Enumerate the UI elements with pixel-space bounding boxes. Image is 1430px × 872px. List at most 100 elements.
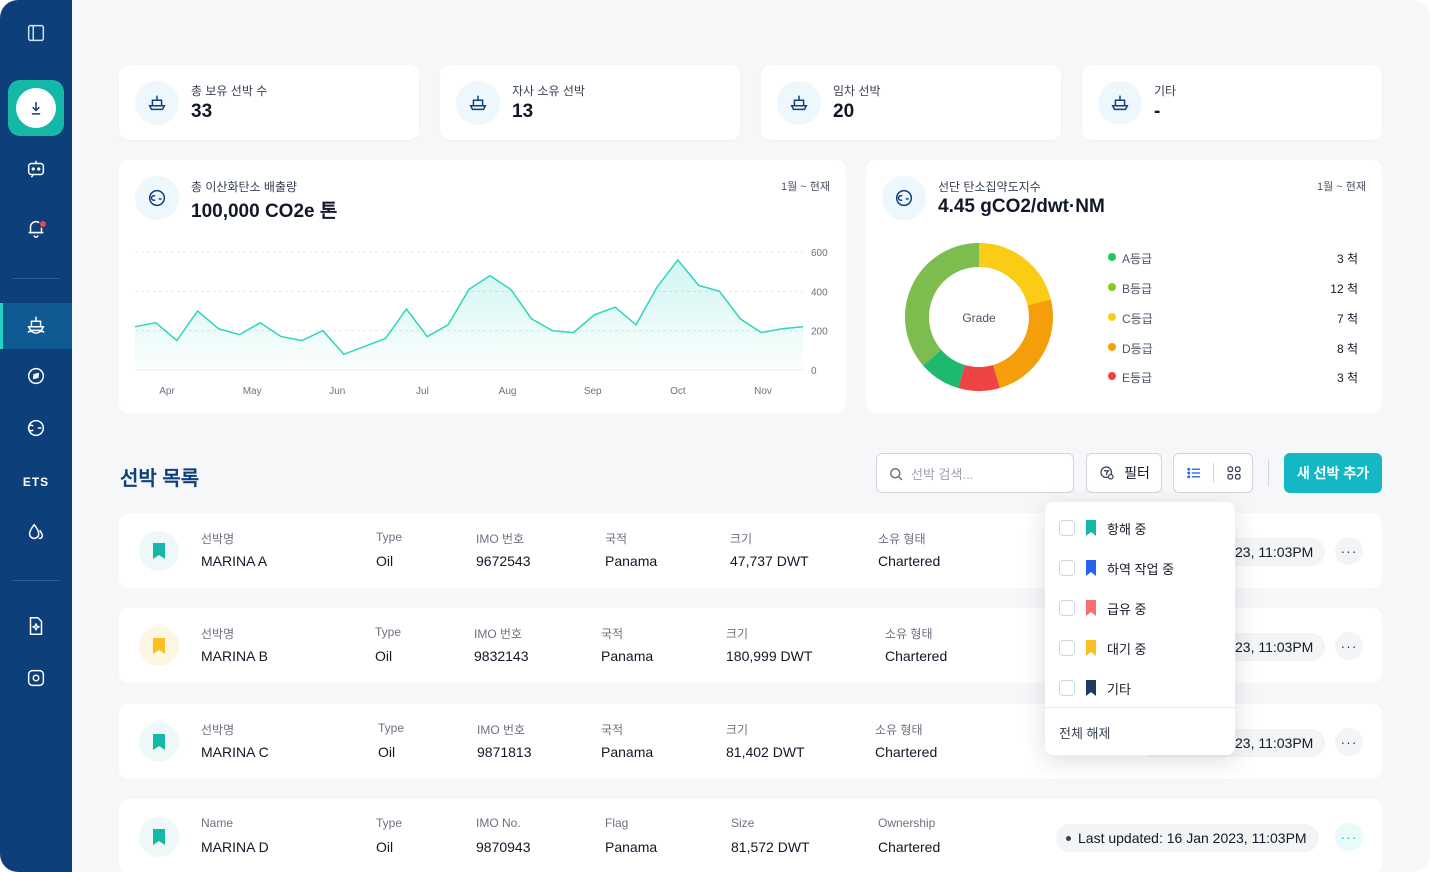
sidebar-item-settings[interactable] [0, 657, 72, 703]
emissions-panel: 총 이산화탄소 배출량 100,000 CO2e 톤 1월 ~ 현재 600 40… [119, 160, 846, 413]
col-label: 선박명 [201, 627, 235, 641]
col-label: IMO 번호 [476, 532, 525, 546]
filter-option-sailing[interactable]: 항해 중 [1045, 505, 1235, 545]
checkbox[interactable] [1059, 600, 1075, 616]
legend-item: A등급 3 척 [1108, 248, 1358, 268]
ship-type-col: Type Oil [375, 625, 401, 664]
sidebar-item-ets[interactable]: ETS [0, 459, 72, 505]
col-value: Panama [605, 553, 658, 569]
donut-slice [905, 243, 980, 366]
more-options-button[interactable]: ··· [1335, 728, 1363, 756]
col-label: 소유 형태 [878, 532, 926, 546]
stat-value: - [1154, 101, 1161, 122]
ship-imo-col: IMO 번호 9672543 [476, 530, 531, 569]
col-label: IMO No. [476, 816, 521, 830]
view-toggle [1173, 453, 1253, 493]
legend-name: C등급 [1122, 312, 1153, 326]
more-options-button[interactable]: ··· [1335, 823, 1363, 851]
sidebar-item-carbon[interactable] [0, 407, 72, 453]
compass-icon [25, 365, 47, 392]
brand-logo[interactable] [8, 80, 64, 136]
checkbox[interactable] [1059, 640, 1075, 656]
filter-option-waiting[interactable]: 대기 중 [1045, 625, 1235, 665]
legend-dot [1108, 253, 1116, 261]
add-ship-button[interactable]: 새 선박 추가 [1284, 453, 1382, 493]
bookmark-icon [1086, 640, 1096, 656]
sidebar-item-ships[interactable] [0, 303, 72, 349]
last-updated-badge: Last updated: 16 Jan 2023, 11:03PM [1056, 824, 1319, 852]
col-value: Panama [601, 648, 654, 664]
filter-option-label: 급유 중 [1107, 602, 1147, 617]
filter-button[interactable]: 필터 [1086, 453, 1162, 493]
col-label: Type [376, 816, 403, 830]
filter-option-other[interactable]: 기타 [1045, 665, 1235, 705]
grid-view-button[interactable] [1214, 454, 1254, 492]
stat-label: 기타 [1154, 84, 1177, 98]
stat-label: 임차 선박 [833, 84, 881, 98]
sidebar-item-fuel[interactable] [0, 511, 72, 557]
intensity-label: 선단 탄소집약도지수 [938, 180, 1041, 194]
sidebar-item-chat[interactable] [0, 148, 72, 194]
col-value: Oil [375, 648, 393, 664]
legend-item: D등급 8 척 [1108, 338, 1358, 358]
checkbox[interactable] [1059, 560, 1075, 576]
legend-dot [1108, 372, 1116, 380]
view-separator [1213, 463, 1214, 483]
ship-imo-col: IMO 번호 9832143 [474, 625, 529, 664]
y-tick-label: 600 [811, 248, 828, 259]
col-label: Flag [605, 816, 629, 830]
donut-slice [992, 299, 1053, 389]
col-label: Type [378, 721, 405, 735]
col-value: Oil [378, 744, 396, 760]
sidebar-toggle-icon[interactable] [0, 10, 72, 56]
ship-status-icon [139, 626, 179, 666]
list-icon [1187, 467, 1200, 479]
droplets-icon [25, 521, 47, 548]
ship-name-col: 선박명 MARINA A [201, 530, 267, 569]
file-sparkle-icon [25, 615, 47, 642]
sidebar: ETS [0, 0, 72, 872]
filter-option-bunkering[interactable]: 급유 중 [1045, 585, 1235, 625]
ship-imo-col: IMO No. 9870943 [476, 816, 531, 855]
checkbox[interactable] [1059, 520, 1075, 536]
sidebar-item-navigation[interactable] [0, 355, 72, 401]
x-tick-label: Sep [584, 386, 602, 397]
sidebar-item-notifications[interactable] [0, 207, 72, 253]
ship-icon [135, 81, 179, 125]
legend-count: 3 척 [1336, 371, 1358, 385]
more-options-button[interactable]: ··· [1335, 537, 1363, 565]
ship-search[interactable] [876, 453, 1074, 493]
date-range: 1월 ~ 현재 [780, 181, 830, 193]
filter-option-label: 대기 중 [1107, 642, 1147, 657]
checkbox[interactable] [1059, 680, 1075, 696]
col-label: Type [375, 625, 402, 639]
ship-size-col: 크기 81,402 DWT [726, 721, 805, 760]
bookmark-icon [1086, 600, 1096, 616]
col-value: MARINA C [201, 744, 269, 760]
sidebar-item-ai[interactable] [0, 605, 72, 651]
ship-type-col: Type Oil [376, 816, 402, 855]
search-input[interactable] [911, 464, 1061, 484]
filter-option-unloading[interactable]: 하역 작업 중 [1045, 545, 1235, 585]
stat-value: 20 [833, 101, 855, 122]
x-tick-label: May [243, 386, 262, 397]
ship-flag-col: 국적 Panama [601, 721, 653, 760]
toolbar-divider [1268, 460, 1269, 486]
anchor-icon [16, 88, 56, 128]
ship-row[interactable]: Name MARINA D Type Oil IMO No. 9870943 Flag… [119, 799, 1382, 872]
col-value: MARINA B [201, 648, 268, 664]
col-value: Chartered [875, 744, 938, 760]
ship-name-col: 선박명 MARINA C [201, 721, 269, 760]
emissions-area [135, 259, 803, 370]
emissions-label: 총 이산화탄소 배출량 [191, 180, 298, 194]
y-tick-label: 200 [811, 327, 828, 338]
clear-all-button[interactable]: 전체 해제 [1059, 726, 1111, 741]
list-view-button[interactable] [1174, 454, 1214, 492]
ship-list-title: 선박 목록 [120, 468, 200, 490]
ship-ownership-col: 소유 형태 Chartered [878, 530, 940, 569]
x-tick-label: Oct [670, 386, 686, 397]
legend-name: D등급 [1122, 342, 1153, 356]
stat-card-other-ships: 기타 - [1082, 65, 1382, 140]
more-options-button[interactable]: ··· [1335, 632, 1363, 660]
donut-slice [978, 243, 1051, 306]
